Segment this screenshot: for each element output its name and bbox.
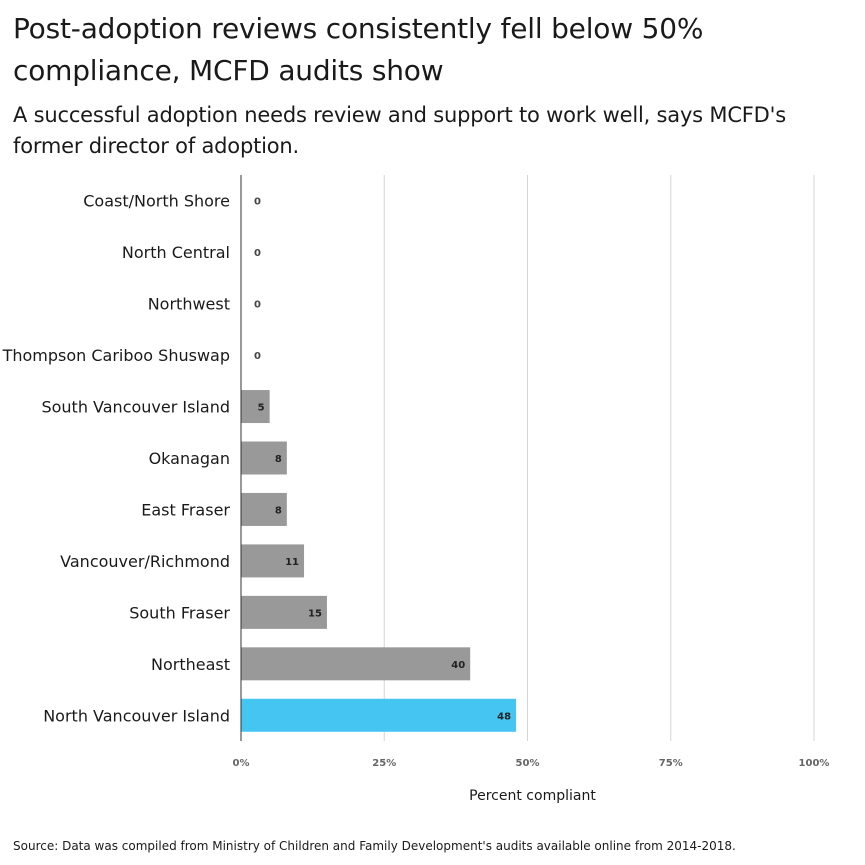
x-axis-title: Percent compliant	[469, 788, 596, 804]
data-label: 0	[254, 197, 261, 208]
category-label: Coast/North Shore	[83, 192, 230, 211]
bar	[241, 595, 327, 629]
x-tick-label: 50%	[516, 758, 540, 769]
x-tick-label: 0%	[233, 758, 250, 769]
data-label: 0	[254, 248, 261, 259]
x-tick-label: 25%	[372, 758, 396, 769]
bar	[241, 647, 471, 681]
category-label: North Central	[122, 243, 230, 262]
data-label: 8	[275, 505, 282, 516]
bar	[241, 390, 270, 424]
bar	[241, 544, 305, 578]
bar	[241, 441, 287, 475]
category-label: North Vancouver Island	[43, 706, 230, 725]
bar	[241, 698, 517, 732]
chart-subtitle: A successful adoption needs review and s…	[13, 103, 786, 158]
category-label: Thompson Cariboo Shuswap	[2, 346, 230, 365]
x-tick-label: 75%	[659, 758, 683, 769]
data-label: 0	[254, 351, 261, 362]
data-label: 0	[254, 300, 261, 311]
data-label: 11	[285, 557, 299, 568]
category-label: Northeast	[151, 655, 230, 674]
category-label: East Fraser	[141, 500, 230, 519]
chart-title: Post-adoption reviews consistently fell …	[13, 12, 704, 87]
category-label: Okanagan	[149, 449, 230, 468]
category-label: South Fraser	[129, 603, 230, 622]
x-tick-label: 100%	[799, 758, 830, 769]
source-note: Source: Data was compiled from Ministry …	[13, 839, 736, 853]
data-label: 8	[275, 454, 282, 465]
data-label: 40	[451, 660, 465, 671]
category-label: Vancouver/Richmond	[60, 552, 230, 571]
data-label: 5	[258, 403, 265, 414]
data-label: 48	[497, 711, 511, 722]
category-label: Northwest	[148, 295, 230, 314]
bar	[241, 492, 287, 526]
category-label: South Vancouver Island	[41, 398, 230, 417]
data-label: 15	[308, 608, 322, 619]
